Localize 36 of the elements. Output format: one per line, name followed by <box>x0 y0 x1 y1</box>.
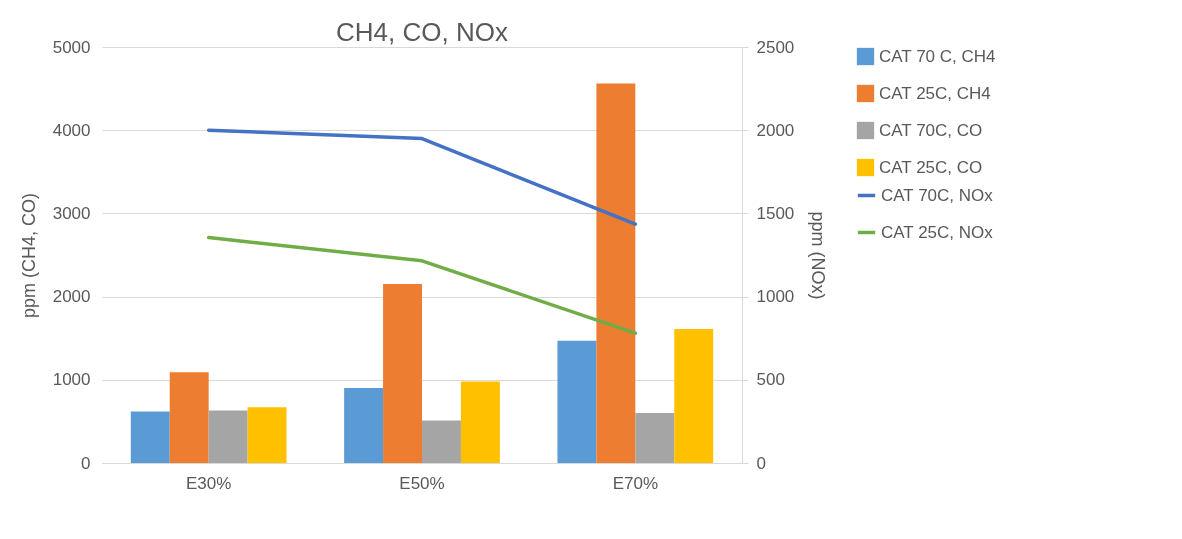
y2-tick-label: 2000 <box>756 120 795 140</box>
bar <box>383 284 422 463</box>
y2-tick-label: 2500 <box>756 37 795 57</box>
y2-tick-label: 0 <box>756 453 766 473</box>
legend-label: CAT 70C, NOx <box>881 185 994 205</box>
bar <box>460 381 500 463</box>
y2-tick-label: 1000 <box>756 287 795 307</box>
bar <box>674 329 714 463</box>
bar <box>169 372 209 463</box>
bar <box>635 413 675 463</box>
bar <box>130 411 170 463</box>
legend-label: CAT 25C, CO <box>879 157 983 177</box>
legend-label: CAT 25C, NOx <box>881 222 994 242</box>
y-tick-label: 1000 <box>52 370 91 390</box>
bar <box>557 340 597 463</box>
bar <box>422 420 461 463</box>
x-tick-label: E50% <box>399 473 445 493</box>
legend-label: CAT 70 C, CH4 <box>879 46 996 66</box>
y2-tick-label: 1500 <box>756 203 795 223</box>
y2-tick-label: 500 <box>756 370 785 390</box>
x-tick-label: E30% <box>185 473 232 493</box>
legend-label: CAT 70C, CO <box>879 120 983 140</box>
bar <box>247 407 287 463</box>
chart-title: CH4, CO, NOx <box>336 17 508 47</box>
bar <box>596 83 636 463</box>
y-tick-label: 2000 <box>52 287 91 307</box>
y-tick-label: 0 <box>81 453 91 473</box>
legend-label: CAT 25C, CH4 <box>879 83 991 103</box>
y-tick-label: 5000 <box>52 37 91 57</box>
bar <box>208 410 248 463</box>
y-tick-label: 4000 <box>52 120 91 140</box>
y-axis-title: ppm (CH4, CO) <box>18 192 39 319</box>
x-tick-label: E70% <box>612 473 659 493</box>
y2-axis-title: ppm (NOx) <box>808 211 829 300</box>
bar <box>344 388 384 463</box>
y-tick-label: 3000 <box>52 203 91 223</box>
